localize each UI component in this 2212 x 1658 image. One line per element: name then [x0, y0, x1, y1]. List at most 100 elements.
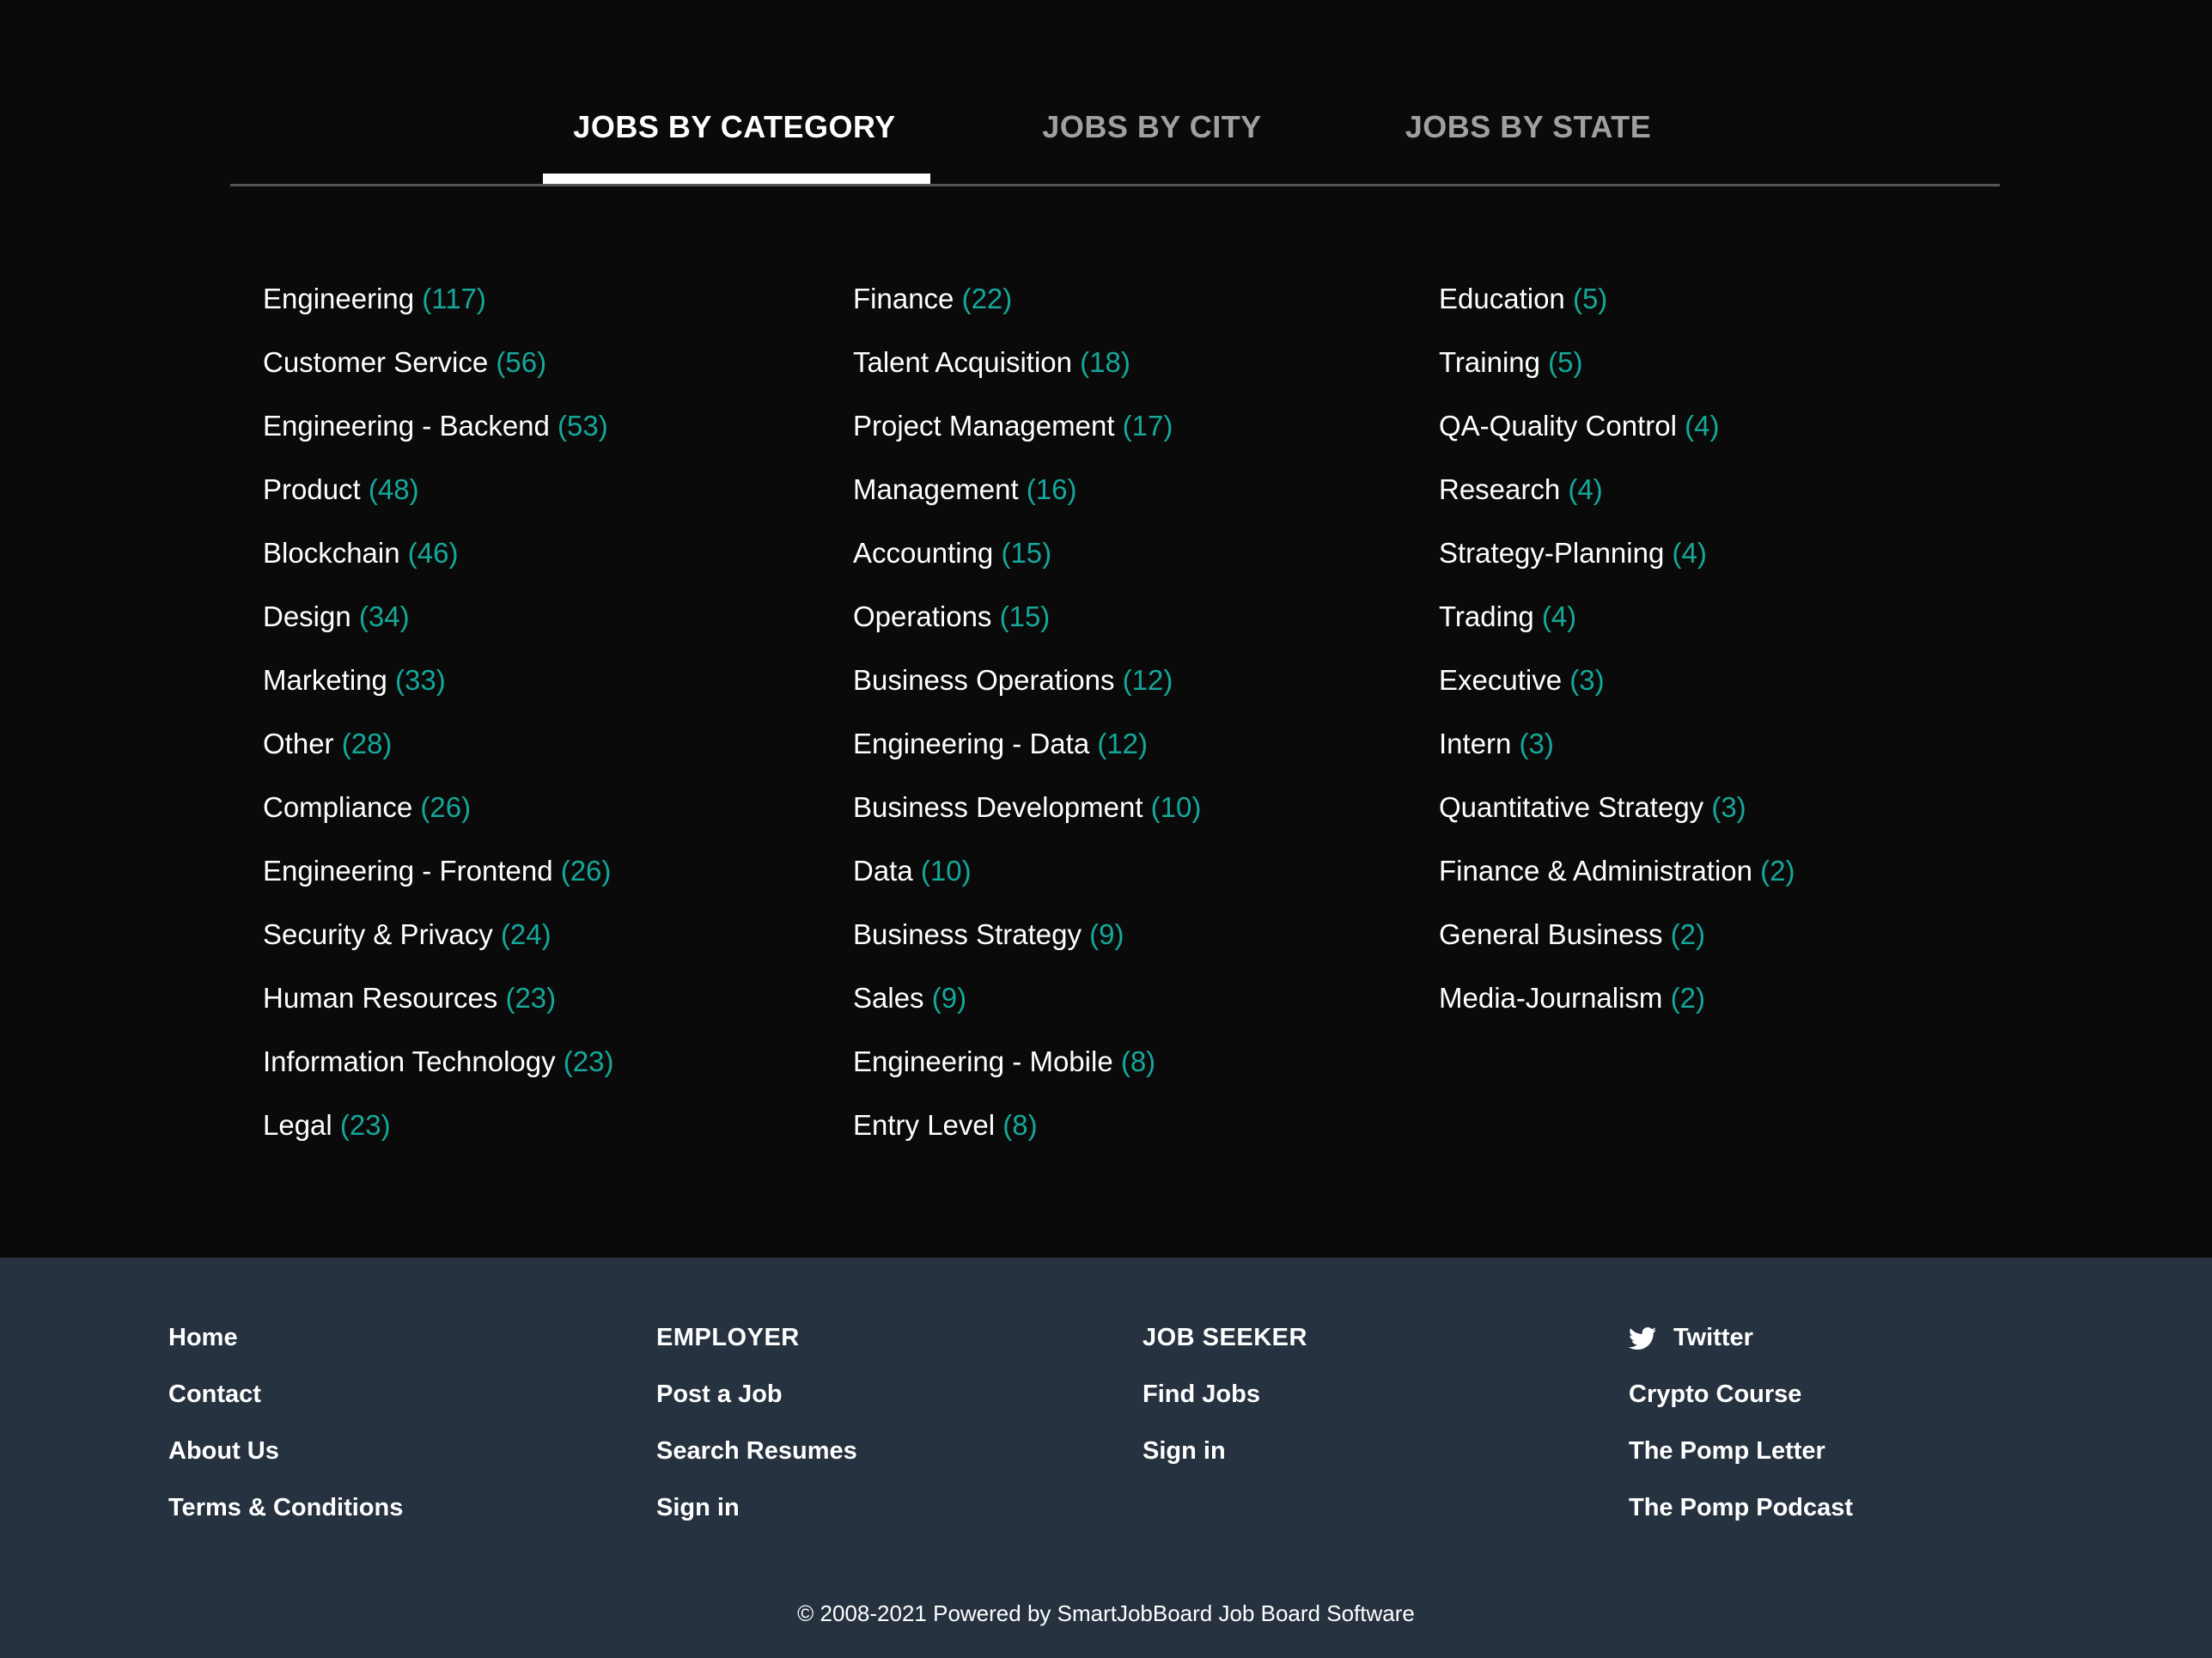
category-count: (34): [350, 600, 410, 632]
footer-link[interactable]: The Pomp Letter: [1629, 1436, 1853, 1466]
category-count: (22): [954, 283, 1013, 314]
category-link[interactable]: Design (34): [263, 600, 613, 634]
category-name: Finance: [853, 283, 954, 314]
category-name: Engineering - Frontend: [263, 855, 553, 887]
category-link[interactable]: Management (16): [853, 472, 1201, 507]
category-count: (5): [1564, 283, 1608, 314]
category-link[interactable]: Blockchain (46): [263, 536, 613, 570]
footer-link[interactable]: Contact: [168, 1379, 403, 1410]
category-count: (4): [1664, 537, 1707, 569]
footer-link[interactable]: Twitter: [1629, 1322, 1853, 1353]
category-link[interactable]: QA-Quality Control (4): [1439, 409, 1795, 443]
category-link[interactable]: Human Resources (23): [263, 981, 613, 1015]
category-link[interactable]: Training (5): [1439, 345, 1795, 380]
category-link[interactable]: Research (4): [1439, 472, 1795, 507]
footer-link-label: Post a Job: [656, 1381, 783, 1408]
category-name: Education: [1439, 283, 1565, 314]
footer-link-label: Home: [168, 1324, 238, 1351]
footer-link[interactable]: The Pomp Podcast: [1629, 1492, 1853, 1523]
category-link[interactable]: Education (5): [1439, 282, 1795, 316]
category-link[interactable]: Entry Level (8): [853, 1108, 1201, 1143]
footer-link[interactable]: Sign in: [1143, 1436, 1307, 1466]
footer-link[interactable]: Search Resumes: [656, 1436, 857, 1466]
footer-link-label: Find Jobs: [1143, 1381, 1260, 1408]
category-link[interactable]: Product (48): [263, 472, 613, 507]
category-link[interactable]: Intern (3): [1439, 727, 1795, 761]
tab-jobs-by-category[interactable]: JOBS BY CATEGORY: [573, 109, 896, 144]
category-count: (4): [1533, 600, 1577, 632]
category-count: (23): [497, 982, 557, 1014]
category-link[interactable]: Legal (23): [263, 1108, 613, 1143]
category-count: (17): [1114, 410, 1173, 442]
category-name: Intern: [1439, 728, 1512, 759]
category-link[interactable]: Finance & Administration (2): [1439, 854, 1795, 888]
category-count: (2): [1752, 855, 1795, 887]
category-link[interactable]: Project Management (17): [853, 409, 1201, 443]
category-count: (15): [993, 537, 1052, 569]
footer-column-employer: EMPLOYER Post a Job Search Resumes Sign in: [656, 1322, 857, 1549]
footer-link[interactable]: Post a Job: [656, 1379, 857, 1410]
category-column-2: Finance (22) Talent Acquisition (18) Proje…: [853, 282, 1201, 1172]
category-link[interactable]: Business Operations (12): [853, 663, 1201, 698]
category-link[interactable]: Accounting (15): [853, 536, 1201, 570]
category-count: (8): [1112, 1045, 1156, 1077]
category-link[interactable]: Engineering (117): [263, 282, 613, 316]
category-link[interactable]: Security & Privacy (24): [263, 917, 613, 952]
category-count: (18): [1072, 346, 1130, 378]
footer-link[interactable]: Home: [168, 1322, 403, 1353]
category-link[interactable]: Media-Journalism (2): [1439, 981, 1795, 1015]
category-count: (15): [991, 600, 1051, 632]
category-link[interactable]: Executive (3): [1439, 663, 1795, 698]
category-name: Media-Journalism: [1439, 982, 1663, 1014]
category-count: (2): [1662, 918, 1705, 950]
category-link[interactable]: Strategy-Planning (4): [1439, 536, 1795, 570]
category-link[interactable]: Other (28): [263, 727, 613, 761]
category-name: Talent Acquisition: [853, 346, 1072, 378]
footer-link[interactable]: Sign in: [656, 1492, 857, 1523]
category-count: (53): [549, 410, 608, 442]
footer-column-site: Home Contact About Us Terms & Conditions: [168, 1322, 403, 1549]
tab-jobs-by-city[interactable]: JOBS BY CITY: [1042, 109, 1262, 144]
category-link[interactable]: Engineering - Mobile (8): [853, 1045, 1201, 1079]
tab-jobs-by-state[interactable]: JOBS BY STATE: [1405, 109, 1652, 144]
category-link[interactable]: Finance (22): [853, 282, 1201, 316]
category-count: (5): [1540, 346, 1583, 378]
category-link[interactable]: Data (10): [853, 854, 1201, 888]
category-link[interactable]: Marketing (33): [263, 663, 613, 698]
footer-link[interactable]: Find Jobs: [1143, 1379, 1307, 1410]
category-link[interactable]: Trading (4): [1439, 600, 1795, 634]
footer-link[interactable]: Crypto Course: [1629, 1379, 1853, 1410]
category-link[interactable]: General Business (2): [1439, 917, 1795, 952]
category-link[interactable]: Sales (9): [853, 981, 1201, 1015]
footer-link-label: The Pomp Podcast: [1629, 1494, 1854, 1521]
footer-link-label: About Us: [168, 1437, 279, 1465]
category-name: Blockchain: [263, 537, 400, 569]
category-link[interactable]: Compliance (26): [263, 790, 613, 825]
category-link[interactable]: Engineering - Backend (53): [263, 409, 613, 443]
category-name: Accounting: [853, 537, 994, 569]
footer-heading: JOB SEEKER: [1143, 1322, 1307, 1353]
category-link[interactable]: Talent Acquisition (18): [853, 345, 1201, 380]
category-count: (4): [1676, 410, 1720, 442]
footer-link[interactable]: About Us: [168, 1436, 403, 1466]
category-link[interactable]: Engineering - Data (12): [853, 727, 1201, 761]
category-link[interactable]: Business Strategy (9): [853, 917, 1201, 952]
category-count: (10): [1143, 791, 1202, 823]
category-name: Management: [853, 473, 1019, 505]
category-name: Sales: [853, 982, 924, 1014]
footer-heading-label: EMPLOYER: [656, 1324, 800, 1351]
footer-link[interactable]: Terms & Conditions: [168, 1492, 403, 1523]
category-name: Business Strategy: [853, 918, 1082, 950]
category-link[interactable]: Information Technology (23): [263, 1045, 613, 1079]
category-name: Finance & Administration: [1439, 855, 1753, 887]
category-link[interactable]: Quantitative Strategy (3): [1439, 790, 1795, 825]
category-name: Executive: [1439, 664, 1563, 696]
category-link[interactable]: Operations (15): [853, 600, 1201, 634]
category-count: (28): [333, 728, 393, 759]
category-link[interactable]: Engineering - Frontend (26): [263, 854, 613, 888]
footer: Home Contact About Us Terms & Conditions EM…: [0, 1258, 2212, 1658]
category-count: (26): [552, 855, 612, 887]
category-link[interactable]: Business Development (10): [853, 790, 1201, 825]
category-link[interactable]: Customer Service (56): [263, 345, 613, 380]
